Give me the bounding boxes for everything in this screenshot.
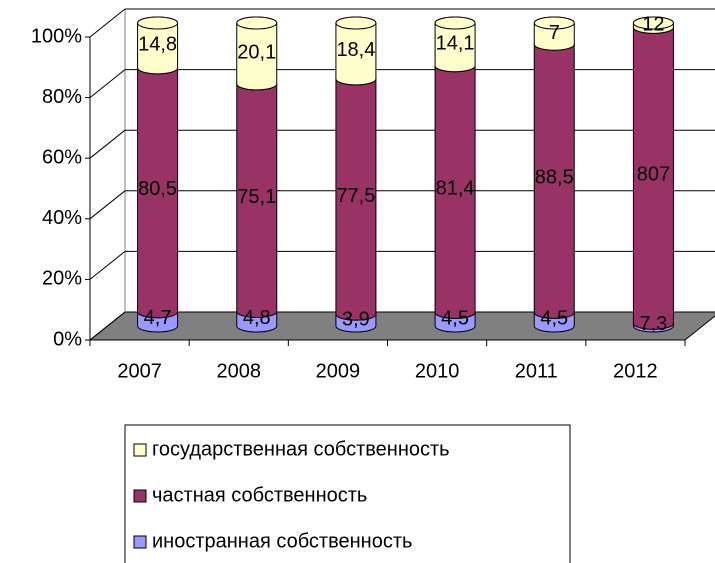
data-label: 88,5 (535, 167, 574, 189)
grid-line-side (89, 311, 126, 341)
legend-swatch (133, 535, 147, 549)
data-label: 14,1 (436, 33, 475, 55)
data-label: 807 (637, 164, 670, 186)
legend-box (124, 424, 571, 563)
data-label: 4,7 (144, 307, 172, 329)
x-tick-label: 2012 (613, 360, 658, 382)
legend-label: частная собственность (152, 484, 367, 506)
x-tick-label: 2010 (415, 360, 460, 382)
grid-line-side (89, 129, 126, 159)
data-label: 81,4 (436, 177, 475, 199)
x-tick-label: 2007 (117, 360, 162, 382)
y-tick-label: 100% (31, 25, 82, 47)
floor (88, 311, 715, 341)
data-label: 20,1 (237, 42, 276, 64)
bar-top (434, 16, 476, 30)
bar-top (236, 16, 278, 30)
bar-top (533, 16, 575, 30)
y-tick-label: 60% (42, 146, 82, 168)
data-label: 18,4 (336, 39, 375, 61)
data-label: 80,5 (138, 178, 177, 200)
grid-line-side (89, 251, 126, 280)
data-label: 7,3 (640, 313, 668, 335)
y-tick-label: 40% (42, 207, 82, 229)
x-tick-label: 2011 (515, 360, 558, 382)
data-label: 75,1 (237, 186, 276, 208)
x-tick-label: 2009 (316, 360, 361, 382)
legend-label: государственная собственность (152, 438, 450, 460)
y-tick-label: 80% (42, 86, 82, 108)
data-label: 77,5 (336, 185, 375, 207)
grid-line-side (89, 8, 126, 38)
bar-top (137, 16, 179, 30)
legend-swatch (133, 443, 147, 457)
bar-top (632, 16, 674, 30)
data-label: 4,5 (540, 307, 568, 329)
grid-line-side (89, 190, 126, 220)
y-tick-label: 20% (42, 268, 82, 290)
y-tick-label: 0% (53, 328, 82, 350)
legend-swatch (133, 489, 147, 503)
legend-label: иностранная собственность (152, 530, 412, 552)
data-label: 4,5 (441, 307, 469, 329)
data-label: 12 (642, 13, 664, 35)
data-label: 14,8 (138, 34, 177, 56)
x-tick-label: 2008 (217, 360, 262, 382)
bar-top (335, 16, 377, 30)
data-label: 7 (549, 22, 560, 44)
grid-line-side (89, 69, 126, 98)
data-label: 3,9 (342, 308, 370, 330)
data-label: 4,8 (243, 307, 271, 329)
